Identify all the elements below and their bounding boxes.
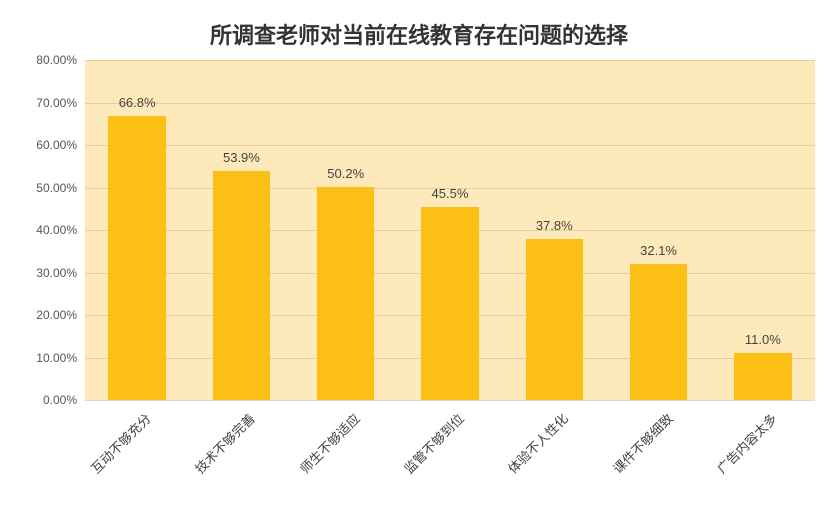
bar-value-label: 50.2% <box>327 166 364 181</box>
gridline <box>85 145 815 146</box>
y-tick-label: 80.00% <box>36 53 77 67</box>
x-tick-label: 课件不够细致 <box>608 409 677 478</box>
y-tick-label: 40.00% <box>36 223 77 237</box>
plot-area: 0.00%10.00%20.00%30.00%40.00%50.00%60.00… <box>85 60 815 400</box>
x-tick-label: 广告内容太多 <box>712 409 781 478</box>
y-tick-label: 10.00% <box>36 351 77 365</box>
bar: 50.2% <box>317 187 374 400</box>
x-tick-label: 技术不够完善 <box>190 409 259 478</box>
bar-value-label: 66.8% <box>119 95 156 110</box>
y-tick-label: 30.00% <box>36 266 77 280</box>
x-tick-label: 体验不人性化 <box>503 409 572 478</box>
gridline <box>85 103 815 104</box>
bar-value-label: 53.9% <box>223 150 260 165</box>
y-tick-label: 20.00% <box>36 308 77 322</box>
gridline <box>85 400 815 401</box>
y-tick-label: 50.00% <box>36 181 77 195</box>
x-tick-label: 互动不够充分 <box>86 409 155 478</box>
bar-value-label: 45.5% <box>432 186 469 201</box>
x-tick-label: 师生不够适应 <box>295 409 364 478</box>
y-tick-label: 60.00% <box>36 138 77 152</box>
bar: 32.1% <box>630 264 687 400</box>
x-tick-label: 监管不够到位 <box>399 409 468 478</box>
chart-title: 所调查老师对当前在线教育存在问题的选择 <box>0 0 838 50</box>
bar: 66.8% <box>108 116 165 400</box>
bar: 45.5% <box>421 207 478 400</box>
y-tick-label: 0.00% <box>43 393 77 407</box>
bar-value-label: 32.1% <box>640 243 677 258</box>
gridline <box>85 60 815 61</box>
bar: 53.9% <box>213 171 270 400</box>
bar: 37.8% <box>526 239 583 400</box>
y-tick-label: 70.00% <box>36 96 77 110</box>
bar-value-label: 37.8% <box>536 218 573 233</box>
bar-value-label: 11.0% <box>745 332 781 347</box>
bar: 11.0% <box>734 353 791 400</box>
